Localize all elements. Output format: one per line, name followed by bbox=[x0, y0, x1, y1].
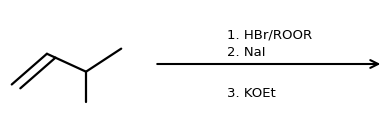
Text: 3. KOEt: 3. KOEt bbox=[227, 87, 276, 100]
Text: 2. NaI: 2. NaI bbox=[227, 46, 265, 59]
Text: 1. HBr/ROOR: 1. HBr/ROOR bbox=[227, 28, 312, 41]
